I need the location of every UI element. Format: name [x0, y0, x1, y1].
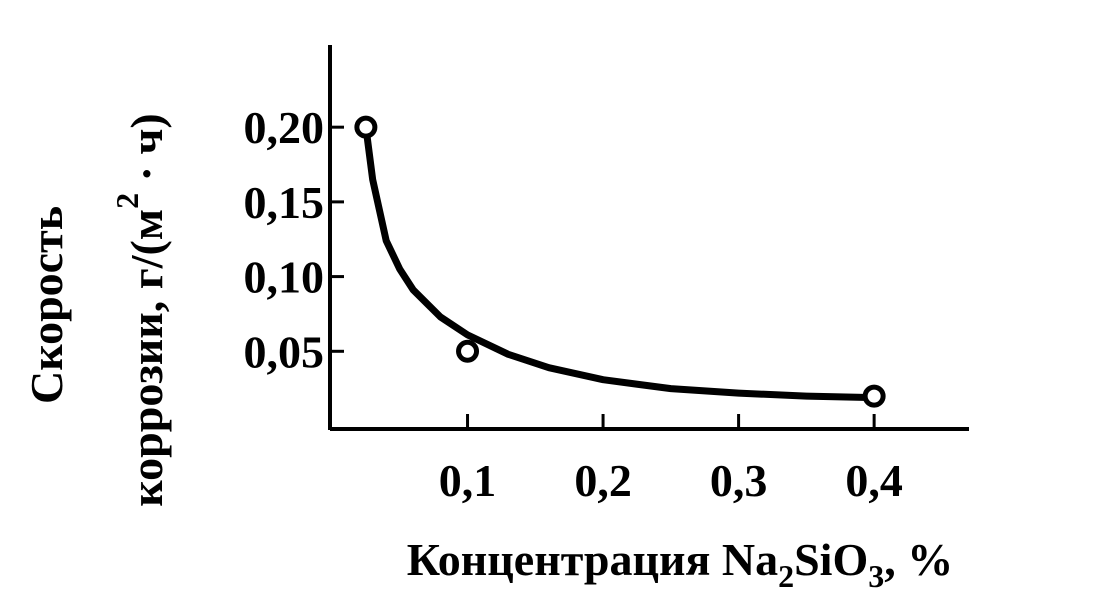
y-label-sup: 2 [109, 193, 145, 209]
y-axis-label-line2: коррозии, г/(м2 · ч) [109, 113, 172, 507]
x-axis-label: Концентрация Na2SiO3, % [407, 534, 954, 594]
y-axis-label-line1: Скорость [21, 206, 72, 404]
x-label-sub1: 2 [778, 558, 794, 594]
x-tick-label: 0,3 [710, 455, 768, 506]
x-label-end: , % [884, 534, 953, 585]
x-label-mid: SiO [794, 534, 868, 585]
y-tick-label: 0,15 [244, 177, 325, 228]
x-label-start: Концентрация Na [407, 534, 778, 585]
x-tick-label: 0,1 [439, 455, 497, 506]
data-point [862, 384, 886, 408]
data-point [456, 339, 480, 363]
y-tick-label: 0,10 [244, 252, 325, 303]
y-label-text: коррозии, г/(м [121, 209, 172, 507]
y-label-end: · ч) [121, 113, 172, 193]
x-label-sub2: 3 [868, 558, 884, 594]
x-tick-label: 0,2 [574, 455, 632, 506]
y-tick-label: 0,20 [244, 102, 325, 153]
data-point [354, 115, 378, 139]
x-tick-label: 0,4 [845, 455, 903, 506]
fit-curve [362, 123, 878, 402]
y-tick-label: 0,05 [244, 326, 325, 377]
